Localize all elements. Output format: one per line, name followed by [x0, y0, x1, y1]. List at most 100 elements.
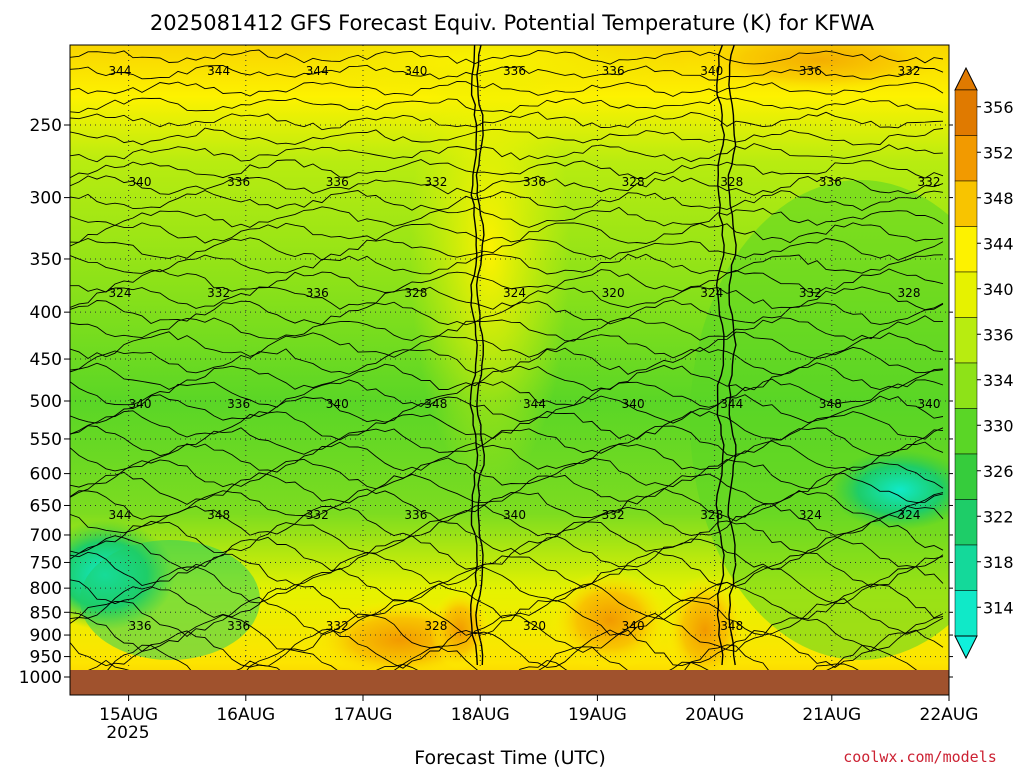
warm-region-20aug	[665, 575, 745, 685]
contour-line	[70, 143, 944, 163]
contour-line	[70, 190, 944, 212]
contour-label: 332	[602, 508, 625, 522]
x-tick-label: 16AUG	[216, 705, 275, 725]
y-tick-label: 250	[30, 116, 62, 136]
colorbar-bin	[954, 544, 978, 591]
contour-label: 344	[306, 64, 329, 78]
credit-text: coolwx.com/models	[843, 748, 997, 766]
contour-label: 328	[622, 175, 645, 189]
y-tick-label: 1000	[19, 668, 62, 688]
x-axis: 15AUG 16AUG 17AUG 18AUG 19AUG 20AUG 21AUG 22AUG	[99, 695, 978, 725]
contour-line	[70, 471, 944, 505]
x-tick-year: 2025	[106, 723, 149, 743]
contour-line	[70, 237, 944, 261]
contour-label: 324	[898, 508, 921, 522]
contour-line-vertical	[715, 45, 726, 666]
contour-label: 340	[503, 508, 526, 522]
contour-label: 340	[622, 397, 645, 411]
contour-line	[70, 566, 944, 605]
colorbar-bottom-arrow	[954, 635, 978, 660]
x-tick-label: 18AUG	[451, 705, 510, 725]
contour-line	[70, 519, 944, 555]
contour-label: 336	[227, 397, 250, 411]
contour-line	[70, 612, 944, 653]
contour-label: 328	[898, 286, 921, 300]
contour-line	[70, 596, 944, 637]
y-tick-label: 600	[30, 465, 62, 485]
colorbar-tick-label: 356	[983, 98, 1014, 117]
y-tick-label: 800	[30, 579, 62, 599]
contour-label: 344	[109, 508, 132, 522]
contour-label: 344	[109, 64, 132, 78]
colorbar-tick-label: 322	[983, 507, 1014, 526]
y-tick-label: 900	[30, 626, 62, 646]
contour-line	[70, 159, 944, 179]
y-axis: 250 300 350 400 450 500 550 600 650 700 750 800 850 9…	[19, 116, 953, 688]
contour-line	[70, 503, 944, 537]
ground-surface	[70, 670, 949, 695]
contour-line	[70, 581, 944, 620]
contour-label: 348	[207, 508, 230, 522]
contour-label: 336	[306, 286, 329, 300]
contour-line	[70, 49, 944, 65]
contour-label: 324	[503, 286, 526, 300]
plot-frame	[69, 44, 950, 696]
contour-line	[70, 550, 944, 588]
contour-line	[70, 96, 944, 114]
y-tick-label: 300	[30, 189, 62, 209]
contour-label: 328	[404, 286, 427, 300]
colorbar-bin	[954, 135, 978, 182]
colorbar-tick-label: 348	[983, 189, 1014, 208]
contour-line	[70, 346, 944, 376]
contour-label: 332	[898, 64, 921, 78]
contour-label: 324	[799, 508, 822, 522]
contour-label: 332	[207, 286, 230, 300]
contour-label: 340	[700, 64, 723, 78]
contour-label: 332	[326, 619, 349, 633]
contour-line	[70, 286, 944, 311]
contour-line	[70, 331, 944, 360]
colorbar-tick-label: 330	[983, 416, 1014, 435]
contour-label: 336	[819, 175, 842, 189]
y-tick-label: 850	[30, 603, 62, 623]
contour-line	[70, 487, 944, 522]
y-tick-label: 700	[30, 526, 62, 546]
contour-line	[70, 111, 944, 131]
warm-anomaly-top-right	[680, 45, 949, 95]
contour-label: 348	[720, 619, 743, 633]
contour-line	[70, 127, 944, 146]
colorbar-bin	[954, 499, 978, 546]
contour-label: 340	[326, 397, 349, 411]
contour-line-vertical	[727, 45, 737, 666]
contour-label: 340	[129, 397, 152, 411]
y-tick-label: 350	[30, 250, 62, 270]
contour-label: 336	[503, 64, 526, 78]
contour-label: 344	[720, 397, 743, 411]
contour-label: 328	[700, 508, 723, 522]
contour-label: 336	[799, 64, 822, 78]
contour-line-vertical	[469, 45, 479, 666]
contour-line	[70, 175, 944, 196]
contour-label: 336	[129, 619, 152, 633]
colorbar-tick-label: 344	[983, 234, 1014, 253]
contour-label: 348	[819, 397, 842, 411]
contour-line	[70, 206, 944, 228]
contour-line	[70, 535, 944, 572]
y-tick-label: 500	[30, 392, 62, 412]
contour-label: 320	[523, 619, 546, 633]
contour-label: 332	[918, 175, 941, 189]
contour-line	[70, 362, 944, 392]
contour-line	[70, 410, 944, 441]
contour-line	[70, 268, 944, 294]
contour-line	[70, 64, 944, 81]
grid-lines	[70, 45, 949, 695]
cool-region-right	[830, 450, 949, 530]
contour-line	[70, 378, 944, 408]
colorbar-bin	[954, 408, 978, 455]
contour-label: 344	[207, 64, 230, 78]
contour-label: 328	[424, 619, 447, 633]
contour-labels: 344 344 344 340 336 336 340 336 332 340 336 336 332 3…	[109, 64, 941, 633]
colorbar-bin	[954, 362, 978, 409]
contour-label: 324	[109, 286, 132, 300]
contour-label: 336	[523, 175, 546, 189]
